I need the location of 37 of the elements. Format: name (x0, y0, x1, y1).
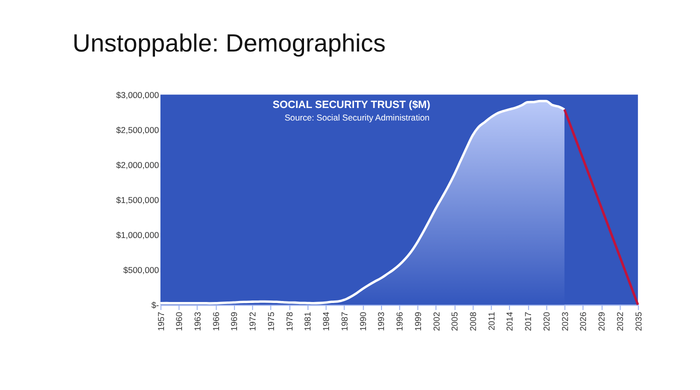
y-tick-label: $2,000,000 (116, 160, 160, 170)
x-tick-label: 1957 (156, 312, 166, 331)
y-tick-label: $500,000 (123, 265, 160, 276)
x-tick-label: 2011 (486, 312, 496, 330)
x-tick-label: 1987 (339, 312, 350, 331)
y-tick-label: $3,000,000 (116, 90, 160, 100)
y-tick-label: $- (151, 300, 160, 310)
x-tick-label: 1981 (302, 312, 313, 331)
y-tick-label: $2,500,000 (116, 125, 160, 136)
x-tick-label: 2032 (614, 312, 625, 331)
x-tick-label: 2023 (560, 312, 570, 331)
x-tick-label: 2029 (596, 312, 607, 331)
x-tick-label: 1993 (376, 312, 386, 331)
chart-subtitle: SOCIAL SECURITY TRUST ($M) (272, 99, 430, 112)
x-tick-label: 2017 (523, 312, 534, 331)
x-tick-label: 1990 (358, 312, 368, 331)
x-tick-label: 1969 (229, 312, 240, 331)
x-tick-label: 2002 (431, 312, 442, 331)
x-tick-label: 1984 (321, 312, 332, 331)
x-tick-label: 1975 (266, 312, 276, 331)
x-tick-label: 2014 (504, 312, 515, 331)
x-tick-label: 1963 (192, 312, 203, 331)
x-tick-label: 1966 (210, 312, 221, 331)
x-tick-label: 1999 (412, 312, 423, 331)
x-tick-label: 1978 (284, 312, 294, 331)
x-tick-label: 1960 (174, 312, 184, 331)
chart-title: Unstoppable: Demographics (72, 30, 386, 58)
x-tick-label: 2026 (578, 312, 588, 331)
annotation: Source: Social Security Administration (284, 112, 430, 122)
x-tick-label: 1996 (394, 312, 405, 331)
x-tick-label: 2008 (468, 312, 478, 331)
x-tick-label: 2005 (450, 312, 460, 331)
x-tick-label: 1972 (248, 312, 258, 331)
y-tick-label: $1,500,000 (116, 195, 160, 206)
x-tick-label: 2035 (633, 312, 644, 331)
y-tick-label: $1,000,000 (116, 230, 160, 240)
x-tick-label: 2020 (541, 312, 552, 331)
